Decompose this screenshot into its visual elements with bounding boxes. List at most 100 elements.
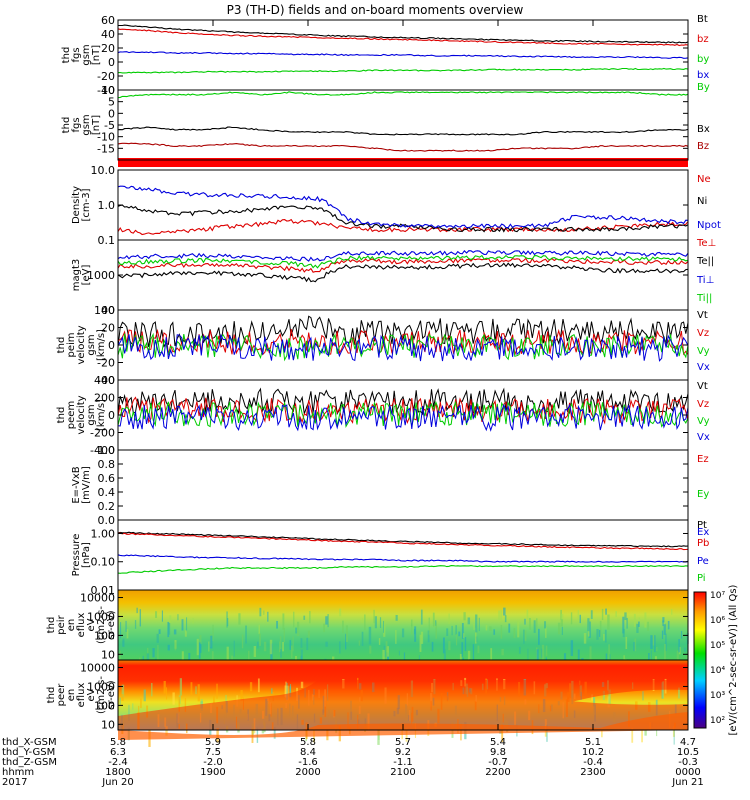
spectrogram-cell <box>325 616 328 625</box>
series-line-bz <box>117 28 689 47</box>
y-axis-label: velocity <box>76 325 87 364</box>
legend-label: Bt <box>697 14 708 25</box>
y-axis-label: gsm <box>86 334 97 355</box>
x-tick-label: -2.0 <box>203 757 223 768</box>
y-axis-label: (cm2-s- <box>96 606 107 644</box>
spectrogram-cell <box>671 609 673 615</box>
y-tick-label: -200 <box>90 427 115 440</box>
y-tick-label: 40 <box>101 28 115 41</box>
x-tick-label: 10.2 <box>582 747 604 758</box>
y-axis-label: Pressure <box>71 534 82 577</box>
spectrogram-cell <box>490 648 493 660</box>
spectrogram-cell <box>648 653 650 664</box>
spectrogram-cell <box>181 619 184 631</box>
spectrogram-cell <box>289 686 292 697</box>
spectrogram-cell <box>151 682 153 697</box>
spectrogram-cell <box>178 696 181 712</box>
spectrogram-cell <box>596 628 599 640</box>
spectrogram-cell <box>276 620 279 629</box>
spectrogram-cell <box>650 650 652 666</box>
series-line-Bz <box>117 142 689 152</box>
spectrogram-cell <box>526 609 529 620</box>
spectrogram-cell <box>414 626 417 642</box>
spectrogram-cell <box>608 689 611 705</box>
spectrogram-cell <box>249 682 253 692</box>
spectrogram-cell <box>538 628 540 645</box>
spectrogram-cell <box>339 641 341 654</box>
x-tick-label: -0.4 <box>583 757 603 768</box>
spectrogram-cell <box>290 645 293 659</box>
spectrogram-cell <box>455 633 458 646</box>
x-tick-label: 2300 <box>580 767 605 778</box>
x-tick-label: 4.7 <box>680 737 696 748</box>
spectrogram-cell <box>364 614 366 631</box>
y-axis-label: peir <box>56 614 67 634</box>
spectrogram-cell <box>263 610 265 615</box>
spectrogram-cell <box>544 621 547 629</box>
spectrogram-cell <box>587 618 590 632</box>
spectrogram-cell <box>652 634 655 646</box>
spectrogram-cell <box>663 624 666 635</box>
spectrogram-cell <box>300 638 303 648</box>
spectrogram-cell <box>504 615 507 623</box>
spectrogram-cell <box>644 612 647 628</box>
spectrogram-cell <box>143 689 146 702</box>
series-line-Npot <box>117 185 689 229</box>
spectrogram-cell <box>642 691 644 701</box>
spectrogram-cell <box>577 609 579 622</box>
y-tick-label: 0.2 <box>98 500 116 513</box>
spectrogram-cell <box>122 640 125 647</box>
spectrogram-cell <box>656 646 658 652</box>
spectrogram-cell <box>662 681 665 699</box>
spectrogram-cell <box>588 621 591 638</box>
spectrogram-cell <box>184 630 187 637</box>
y-tick-label: 10000 <box>80 592 115 605</box>
spectrogram-cell <box>533 620 536 633</box>
spectrogram-cell <box>405 728 408 742</box>
spectrogram-cell <box>241 634 244 649</box>
spectrogram-cell <box>636 623 639 633</box>
colorbar-tick-label: 10² <box>710 716 725 726</box>
spectrogram-cell <box>121 694 124 701</box>
y-axis-label: peem <box>66 401 77 429</box>
panel-frame <box>117 169 689 241</box>
y-tick-label: 10.0 <box>91 164 116 177</box>
y-tick-label: 0.1 <box>98 234 116 247</box>
y-tick-label: -5 <box>104 119 115 132</box>
spectrogram-cell <box>432 612 435 627</box>
panel-6 <box>117 379 689 451</box>
y-tick-label: 0 <box>108 107 115 120</box>
spectrogram-cell <box>427 630 430 643</box>
spectrogram-cell <box>475 614 478 633</box>
spectrogram-cell <box>306 637 309 651</box>
spectrogram-cell <box>615 611 617 617</box>
spectrogram-cell <box>120 622 122 639</box>
y-tick-label: 20 <box>101 322 115 335</box>
panel-4 <box>117 239 689 311</box>
spectrogram-cell <box>263 641 267 652</box>
spectrogram-cell <box>257 678 260 693</box>
legend-label: Ti⊥ <box>696 275 714 286</box>
y-tick-label: 100 <box>94 304 115 317</box>
spectrogram-cell <box>269 639 273 655</box>
spectrogram-cell <box>121 684 125 698</box>
panel-3 <box>117 169 689 241</box>
series-line-Bx <box>117 126 689 136</box>
y-tick-label: 100 <box>94 699 115 712</box>
spectrogram-cell <box>297 621 300 637</box>
spectrogram-cell <box>431 641 434 652</box>
spectrogram-cell <box>633 613 636 627</box>
y-axis-label: gsm <box>86 404 97 425</box>
spectrogram-cell <box>385 641 388 653</box>
spectrogram-cell <box>188 652 191 664</box>
spectrogram-cell <box>570 612 573 625</box>
series-line-Ne <box>117 218 689 236</box>
spectrogram-cell <box>139 609 142 627</box>
spectrogram-cell <box>677 687 681 699</box>
spectrogram-cell <box>401 628 405 638</box>
spectrogram-cell <box>186 617 188 632</box>
panel-frame <box>117 239 689 311</box>
spectrogram-cell <box>410 619 413 627</box>
y-axis-label: [km/s] <box>96 399 107 431</box>
spectrogram-cell <box>598 629 601 637</box>
